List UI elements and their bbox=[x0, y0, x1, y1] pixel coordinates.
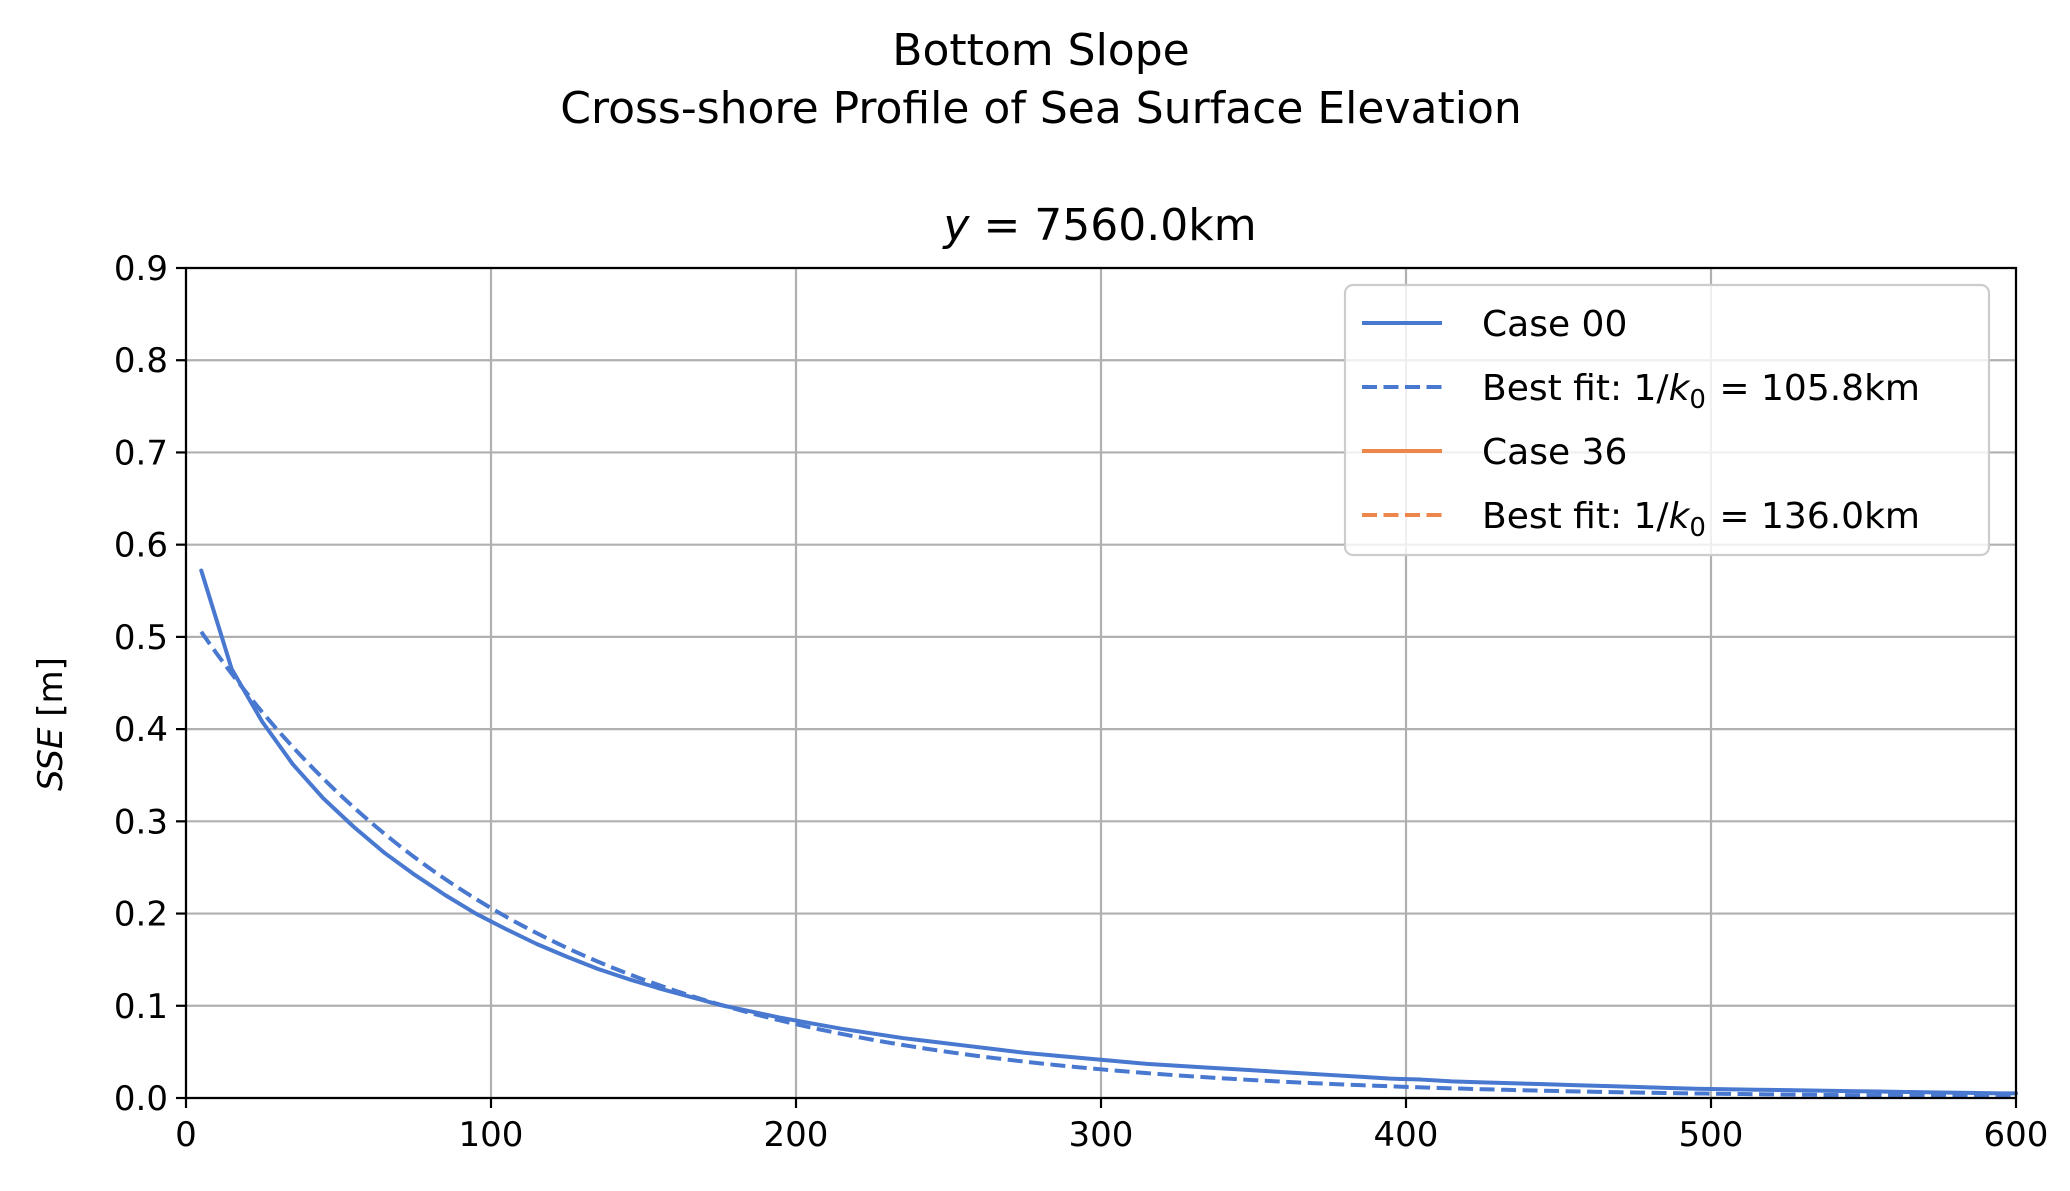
series-line-0 bbox=[199, 568, 2018, 1096]
x-tick-label: 0 bbox=[175, 1115, 197, 1155]
y-axis-label: SSE [m] bbox=[31, 657, 71, 791]
axes-layer: 0 100 200 300 400 500 600 0.0 0.1 0.2 0.3 0.4 0.5 0.6… bbox=[114, 249, 2049, 1155]
legend-label-0: Case 00 bbox=[1482, 304, 1627, 345]
y-tick-label: 0.4 bbox=[114, 710, 168, 750]
axes-title-variable: y bbox=[941, 200, 970, 251]
y-tick-label: 0.5 bbox=[114, 618, 168, 658]
x-tick-label: 100 bbox=[459, 1115, 524, 1155]
figure-suptitle-line1: Bottom Slope bbox=[892, 25, 1189, 76]
legend-frame bbox=[1343, 283, 1991, 557]
y-tick-label: 0.9 bbox=[114, 249, 168, 289]
axes-title: y = 7560.0km bbox=[941, 200, 1256, 251]
axes-title-value: = 7560.0km bbox=[969, 200, 1256, 251]
x-tick-label: 200 bbox=[764, 1115, 829, 1155]
y-tick-label: 0.6 bbox=[114, 526, 168, 566]
x-tick-label: 600 bbox=[1984, 1115, 2049, 1155]
y-axis-label-variable: SSE bbox=[31, 727, 71, 791]
x-tick-label: 500 bbox=[1679, 1115, 1744, 1155]
legend-label-1: Best fit: 1/k0 = 105.8km bbox=[1482, 368, 1920, 415]
figure-suptitle-line2: Cross-shore Profile of Sea Surface Eleva… bbox=[560, 83, 1522, 134]
y-tick-label: 0.1 bbox=[114, 987, 168, 1027]
x-tick-label: 400 bbox=[1374, 1115, 1439, 1155]
y-tick-label: 0.3 bbox=[114, 802, 168, 842]
y-tick-label: 0.8 bbox=[114, 341, 168, 381]
y-tick-label: 0.7 bbox=[114, 433, 168, 473]
legend-label-3: Best fit: 1/k0 = 136.0km bbox=[1482, 496, 1920, 543]
legend-label-2: Case 36 bbox=[1482, 432, 1627, 473]
y-tick-label: 0.2 bbox=[114, 895, 168, 935]
y-axis-label-unit: [m] bbox=[31, 657, 71, 727]
legend-entries: Case 00 Best fit: 1/k0 = 105.8km Case 36 Be… bbox=[1362, 304, 1920, 543]
x-tick-label: 300 bbox=[1069, 1115, 1134, 1155]
legend: Case 00 Best fit: 1/k0 = 105.8km Case 36 Be… bbox=[1343, 283, 1991, 557]
series-layer bbox=[199, 568, 2018, 1099]
series-line-1 bbox=[199, 630, 2017, 1099]
y-tick-label: 0.0 bbox=[114, 1079, 168, 1119]
